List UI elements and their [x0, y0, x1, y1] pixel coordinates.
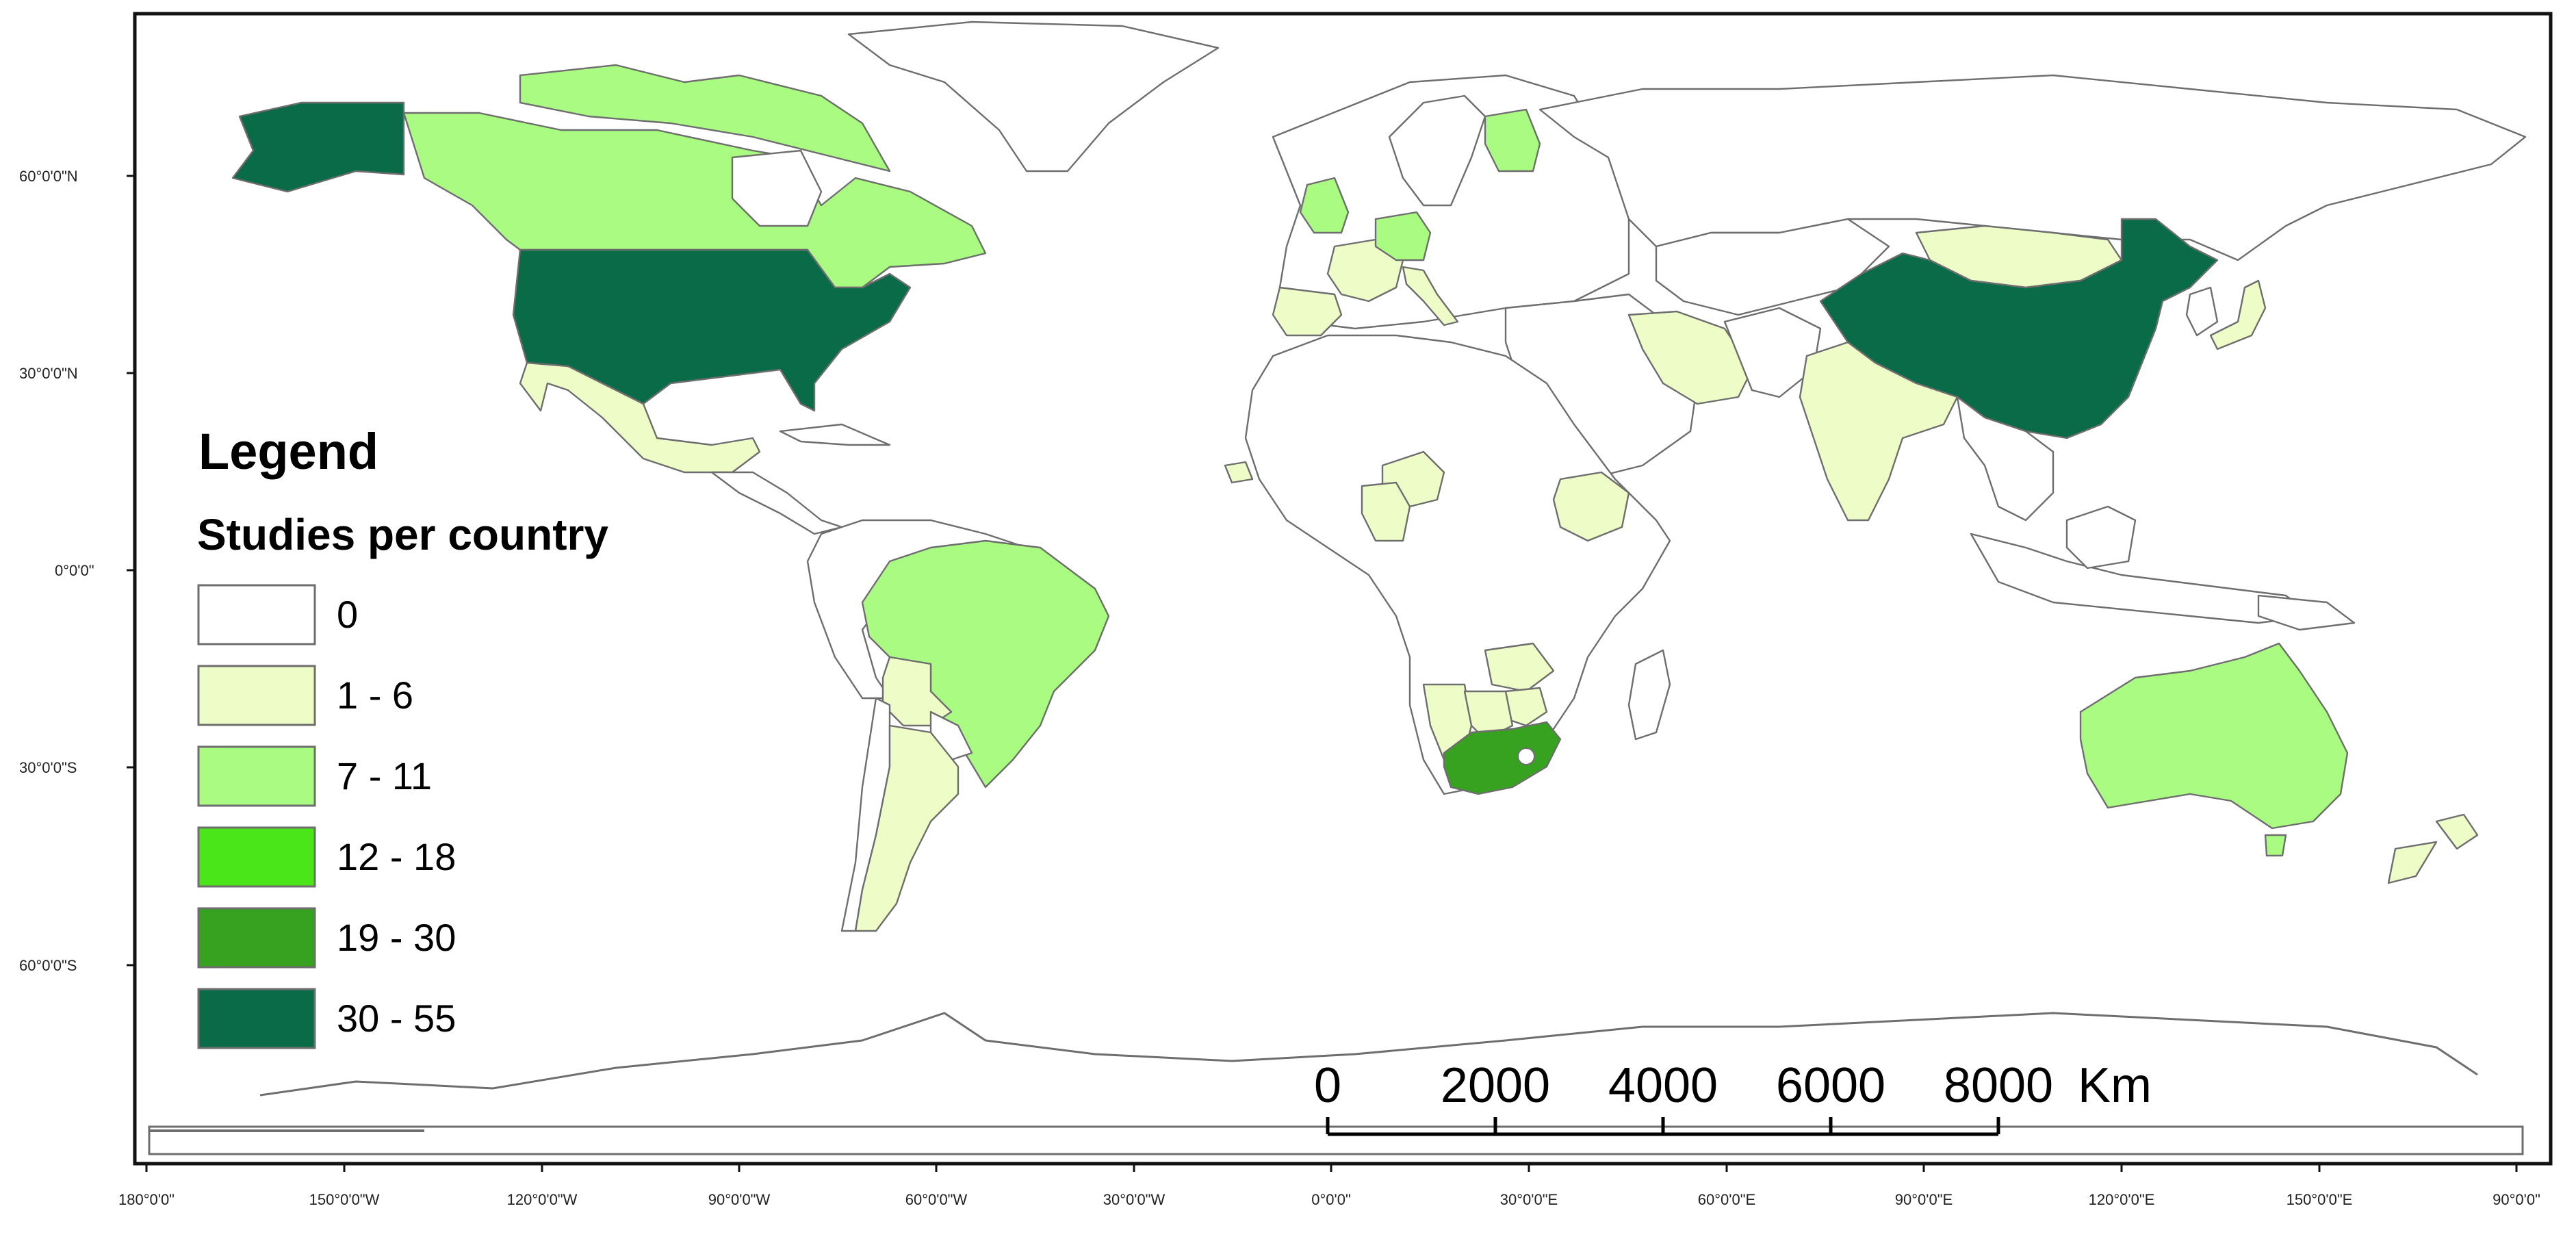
- country-uk: [1299, 177, 1350, 234]
- legend-subtitle: Studies per country: [197, 510, 608, 559]
- country-cameroon: [1361, 481, 1411, 542]
- scale-bar: 0 2000 4000 6000 8000 Km: [1314, 1058, 2152, 1136]
- country-korea: [2185, 286, 2219, 337]
- lon-label: 120°0'0"W: [507, 1191, 578, 1208]
- legend-label: 12 - 18: [337, 835, 456, 878]
- country-australia: [2079, 642, 2349, 830]
- country-pakistan: [1723, 307, 1822, 398]
- lon-label: 150°0'0"W: [309, 1191, 380, 1208]
- country-iran: [1627, 310, 1753, 405]
- country-canada-islands: [519, 64, 891, 172]
- region-southeast-asia: [1956, 396, 2055, 522]
- lon-label: 90°0'0": [2493, 1191, 2540, 1208]
- country-spain: [1272, 286, 1343, 337]
- lon-labels: 180°0'0" 150°0'0"W 120°0'0"W 90°0'0"W 60…: [118, 1191, 2540, 1208]
- legend-swatches: 0 1 - 6 7 - 11 12 - 18 19 - 30 30 - 55: [197, 584, 456, 1049]
- country-argentina: [854, 724, 959, 932]
- country-tasmania: [2264, 834, 2287, 857]
- lon-label: 30°0'0"W: [1103, 1191, 1165, 1208]
- lat-label-0: 0°0'0": [55, 562, 94, 579]
- lon-label: 180°0'0": [118, 1191, 175, 1208]
- scale-label: 8000: [1944, 1058, 2053, 1113]
- legend-swatch: [197, 907, 316, 969]
- country-zambia: [1484, 642, 1555, 693]
- lon-label: 30°0'0"E: [1500, 1191, 1558, 1208]
- legend-swatch: [197, 988, 316, 1049]
- country-italy: [1402, 266, 1459, 327]
- country-new-zealand: [2435, 813, 2479, 850]
- country-japan: [2209, 279, 2267, 350]
- lon-label: 60°0'0"E: [1698, 1191, 1755, 1208]
- country-new-zealand-south: [2387, 841, 2438, 884]
- lon-label: 0°0'0": [1311, 1191, 1351, 1208]
- legend-label: 19 - 30: [337, 916, 456, 959]
- scale-label: 2000: [1441, 1058, 1550, 1113]
- antarctica-coast: [259, 1012, 2478, 1097]
- country-greenland: [847, 21, 1220, 172]
- legend-swatch: [197, 665, 316, 726]
- lon-label: 60°0'0"W: [905, 1191, 968, 1208]
- country-cuba: [779, 423, 891, 446]
- scale-label: 0: [1314, 1058, 1341, 1113]
- lat-label-60s: 60°0'0"S: [19, 957, 77, 974]
- lon-label: 120°0'0"E: [2089, 1191, 2155, 1208]
- legend-title: Legend: [198, 423, 378, 480]
- scale-label: 4000: [1608, 1058, 1718, 1113]
- country-canada: [402, 112, 987, 289]
- hudson-bay: [731, 149, 823, 227]
- country-senegal: [1224, 461, 1254, 484]
- lon-label: 90°0'0"E: [1895, 1191, 1953, 1208]
- legend-label: 0: [337, 593, 358, 636]
- country-germany: [1374, 211, 1432, 261]
- country-ethiopia: [1552, 471, 1630, 542]
- left-ticks: [127, 175, 135, 967]
- lat-label-30n: 30°0'0"N: [19, 365, 78, 382]
- lat-label-30s: 30°0'0"S: [19, 759, 77, 776]
- lesotho: [1517, 747, 1535, 765]
- legend-label: 7 - 11: [337, 754, 432, 797]
- country-madagascar: [1627, 649, 1671, 741]
- country-south-africa: [1443, 721, 1562, 795]
- lat-label-60n: 60°0'0"N: [19, 168, 78, 185]
- country-finland: [1484, 108, 1541, 172]
- antarctica-edge: [148, 1125, 2524, 1155]
- legend-label: 1 - 6: [337, 674, 413, 717]
- legend-swatch: [197, 584, 316, 645]
- country-borneo: [2065, 505, 2137, 570]
- bottom-ticks: [145, 1164, 2518, 1172]
- country-scandinavia: [1388, 94, 1486, 207]
- country-alaska: [231, 101, 405, 193]
- lon-label: 90°0'0"W: [708, 1191, 771, 1208]
- legend-swatch: [197, 826, 316, 888]
- scale-unit: Km: [2078, 1058, 2152, 1113]
- legend-label: 30 - 55: [337, 997, 456, 1040]
- lon-label: 150°0'0"E: [2287, 1191, 2353, 1208]
- legend: Legend Studies per country 0 1 - 6 7 - 11 1…: [197, 423, 608, 1049]
- legend-swatch: [197, 745, 316, 807]
- country-papua: [2257, 594, 2356, 631]
- scale-label: 6000: [1776, 1058, 1885, 1113]
